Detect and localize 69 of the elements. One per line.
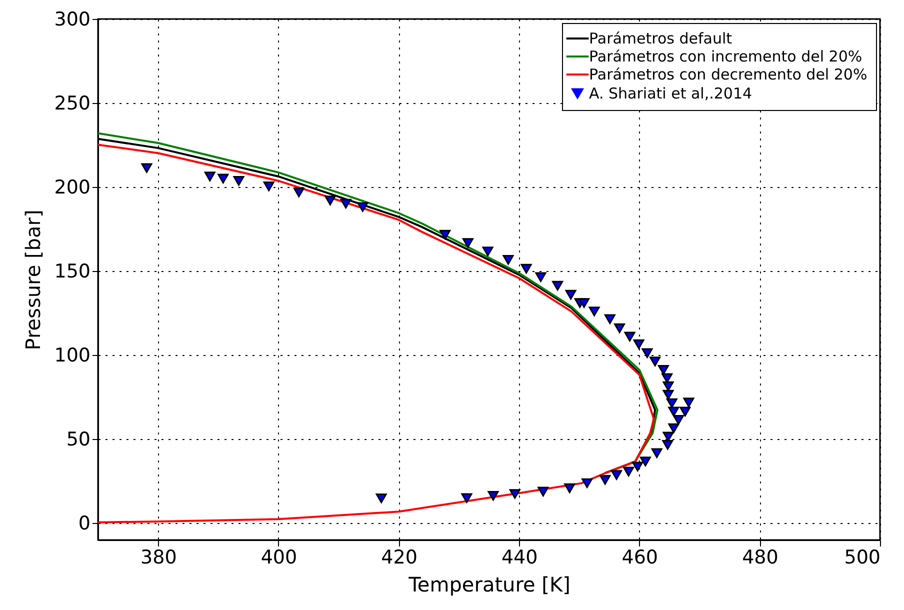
point — [293, 188, 304, 198]
x-axis-title: Temperature [K] — [408, 572, 570, 596]
x-tick-label: 500 — [844, 546, 880, 568]
point — [611, 470, 622, 480]
x-tick-label: 420 — [381, 546, 418, 568]
point — [662, 440, 674, 450]
point — [520, 264, 532, 274]
legend-label: Parámetros default — [589, 30, 732, 48]
point — [604, 314, 616, 324]
legend-label: A. Shariati et al,.2014 — [589, 84, 752, 102]
point — [614, 323, 626, 334]
y-axis-title: Pressure [bar] — [21, 210, 46, 350]
y-tick-label: 250 — [54, 92, 90, 115]
point — [600, 474, 611, 485]
point — [141, 163, 152, 173]
x-tick-label: 440 — [501, 546, 538, 568]
legend-label: Parámetros con decremento del 20% — [589, 66, 868, 84]
point — [623, 466, 634, 476]
point — [538, 486, 549, 496]
point — [357, 202, 368, 212]
point — [640, 456, 651, 466]
point — [662, 381, 674, 392]
point — [578, 298, 590, 308]
x-tick-label: 480 — [742, 546, 778, 568]
point — [204, 172, 216, 182]
point — [263, 182, 274, 192]
y-tick-label: 300 — [54, 8, 90, 30]
point — [668, 423, 680, 434]
y-tick-label: 150 — [54, 260, 90, 283]
point — [642, 348, 653, 358]
point — [666, 398, 678, 408]
point — [672, 414, 684, 425]
point — [509, 489, 520, 499]
point — [440, 230, 451, 240]
point — [502, 254, 514, 265]
point — [376, 493, 387, 504]
point — [683, 398, 694, 408]
point — [680, 406, 691, 416]
y-tick-label: 100 — [54, 344, 90, 367]
point — [535, 272, 546, 282]
x-tick-label: 400 — [260, 546, 298, 568]
point — [632, 462, 644, 472]
point — [668, 406, 680, 416]
point — [564, 483, 576, 494]
y-tick-label: 200 — [54, 176, 90, 199]
point — [462, 238, 474, 248]
point — [340, 198, 352, 209]
point — [633, 339, 644, 350]
point — [662, 432, 674, 442]
point — [233, 176, 244, 186]
point — [218, 174, 229, 184]
point — [658, 365, 669, 375]
y-tick-label: 0 — [78, 512, 90, 535]
point — [588, 306, 600, 316]
x-tick-label: 380 — [140, 546, 177, 568]
point — [552, 280, 564, 291]
point — [650, 356, 661, 366]
legend-label: Parámetros con incremento del 20% — [589, 48, 862, 66]
x-tick-label: 460 — [622, 546, 658, 568]
point — [461, 493, 472, 504]
point — [324, 196, 336, 206]
point — [651, 448, 662, 458]
point — [662, 390, 674, 400]
point — [582, 478, 593, 488]
point — [488, 490, 499, 501]
point — [624, 332, 636, 342]
point — [565, 290, 576, 300]
point — [482, 246, 494, 256]
y-tick-label: 50 — [66, 428, 90, 451]
